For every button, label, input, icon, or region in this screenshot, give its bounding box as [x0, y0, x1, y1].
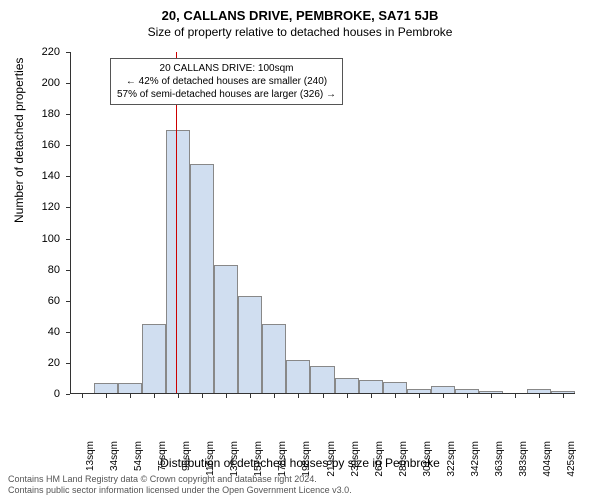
xtick-mark	[154, 394, 155, 398]
xtick-mark	[202, 394, 203, 398]
ytick-mark	[66, 394, 70, 395]
annotation-line1: 20 CALLANS DRIVE: 100sqm	[117, 62, 336, 75]
x-axis-label: Distribution of detached houses by size …	[0, 456, 600, 470]
histogram-bar	[335, 378, 359, 394]
annotation-line3: 57% of semi-detached houses are larger (…	[117, 88, 336, 101]
xtick-mark	[515, 394, 516, 398]
histogram-bar	[262, 324, 286, 394]
histogram-bar	[142, 324, 166, 394]
x-axis-line	[70, 393, 575, 394]
xtick-mark	[106, 394, 107, 398]
y-axis-line	[70, 52, 71, 394]
footer-line1: Contains HM Land Registry data © Crown c…	[8, 474, 592, 485]
plot-area: 13sqm34sqm54sqm75sqm95sqm116sqm136sqm157…	[70, 52, 575, 394]
ytick-label: 40	[20, 326, 60, 338]
histogram-bar	[286, 360, 310, 394]
footer-attribution: Contains HM Land Registry data © Crown c…	[8, 474, 592, 496]
xtick-mark	[395, 394, 396, 398]
ytick-label: 140	[20, 170, 60, 182]
footer-line2: Contains public sector information licen…	[8, 485, 592, 496]
xtick-mark	[443, 394, 444, 398]
xtick-mark	[82, 394, 83, 398]
histogram-bar	[166, 130, 190, 394]
xtick-mark	[347, 394, 348, 398]
xtick-mark	[274, 394, 275, 398]
xtick-mark	[467, 394, 468, 398]
xtick-mark	[250, 394, 251, 398]
ytick-label: 20	[20, 357, 60, 369]
ytick-label: 0	[20, 388, 60, 400]
histogram-bar	[359, 380, 383, 394]
ytick-label: 200	[20, 77, 60, 89]
histogram-bar	[214, 265, 238, 394]
ytick-label: 60	[20, 295, 60, 307]
xtick-mark	[563, 394, 564, 398]
xtick-mark	[298, 394, 299, 398]
ytick-label: 80	[20, 264, 60, 276]
histogram-bar	[238, 296, 262, 394]
annotation-line2: ← 42% of detached houses are smaller (24…	[117, 75, 336, 88]
xtick-mark	[130, 394, 131, 398]
ytick-label: 220	[20, 46, 60, 58]
chart-subtitle: Size of property relative to detached ho…	[0, 23, 600, 39]
chart-title: 20, CALLANS DRIVE, PEMBROKE, SA71 5JB	[0, 0, 600, 23]
annotation-box: 20 CALLANS DRIVE: 100sqm ← 42% of detach…	[110, 58, 343, 105]
xtick-mark	[178, 394, 179, 398]
histogram-bar	[190, 164, 214, 394]
ytick-label: 120	[20, 201, 60, 213]
xtick-mark	[323, 394, 324, 398]
xtick-mark	[419, 394, 420, 398]
ytick-label: 160	[20, 139, 60, 151]
histogram-bar	[310, 366, 334, 394]
xtick-mark	[491, 394, 492, 398]
xtick-mark	[371, 394, 372, 398]
ytick-label: 100	[20, 233, 60, 245]
xtick-mark	[539, 394, 540, 398]
chart-container: 20, CALLANS DRIVE, PEMBROKE, SA71 5JB Si…	[0, 0, 600, 500]
xtick-mark	[226, 394, 227, 398]
ytick-label: 180	[20, 108, 60, 120]
